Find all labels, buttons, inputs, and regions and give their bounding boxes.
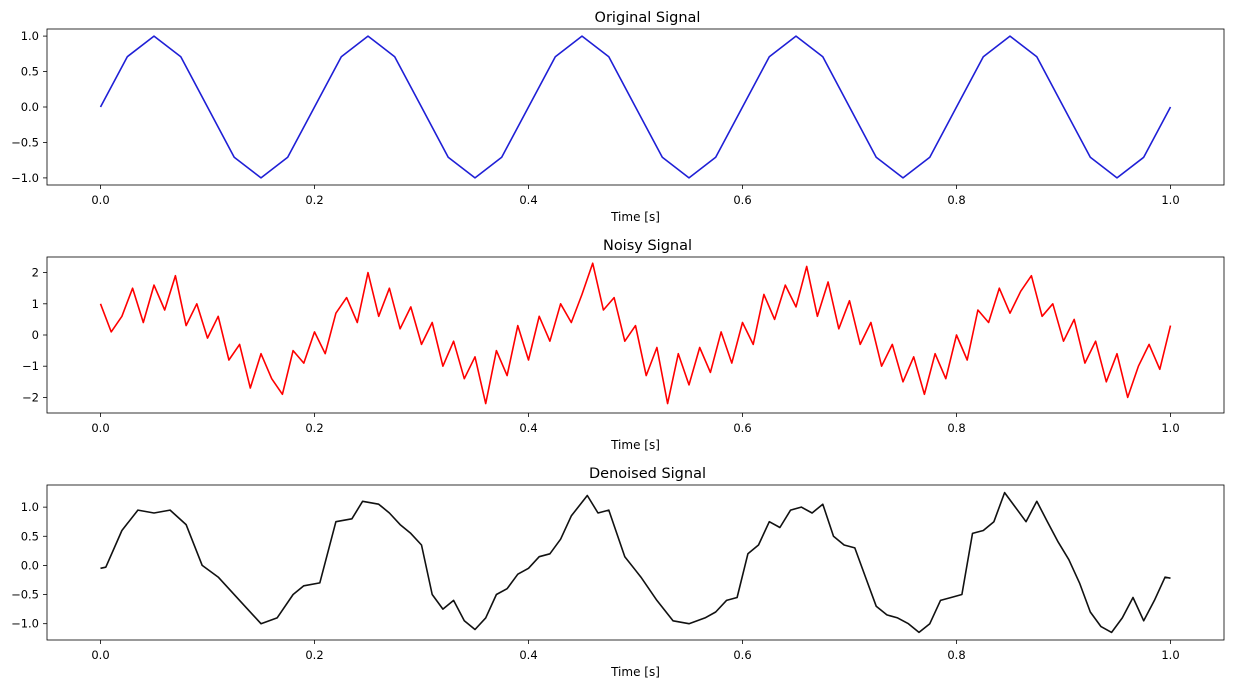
x-tick-label: 0.4 [519,648,537,662]
x-axis-label: Time [s] [610,665,660,679]
chart-title: Noisy Signal [603,238,692,254]
subplot-2: 0.0 0.2 0.4 0.6 0.8 1.0 2 1 0 −1 −2 Noisy Signal Tim… [22,238,1225,452]
y-tick-label: 1.0 [21,29,39,43]
y-tick-label: 0.5 [21,529,39,543]
x-tick-label: 0.0 [91,193,109,207]
x-tick-label: 0.8 [947,421,965,435]
y-tick-label: 1 [32,297,39,311]
chart-title: Denoised Signal [589,466,706,482]
y-tick-label: 0 [32,328,39,342]
y-tick-label: −0.5 [11,135,39,149]
x-tick-label: 0.8 [947,193,965,207]
subplot-1: 0.0 0.2 0.4 0.6 0.8 1.0 1.0 0.5 0.0 −0.5 −1.0 Origi… [11,10,1225,224]
x-tick-label: 0.6 [733,421,751,435]
y-tick-label: −2 [22,390,39,404]
x-tick-label: 0.4 [519,193,537,207]
y-tick-label: 1.0 [21,500,39,514]
x-tick-label: 0.2 [305,648,323,662]
x-tick-label: 0.6 [733,648,751,662]
series-line-1-1 [99,35,1172,179]
x-tick-label: 1.0 [1161,648,1179,662]
y-tick-label: −1.0 [11,617,39,631]
x-tick-label: 0.2 [305,421,323,435]
y-tick-label: 0.5 [21,65,39,79]
y-tick-label: 0.0 [21,558,39,572]
y-tick-label: −1 [22,359,39,373]
x-axis-label: Time [s] [610,210,660,224]
x-tick-label: 0.8 [947,648,965,662]
x-tick-label: 1.0 [1161,421,1179,435]
axes-frame [46,484,1225,641]
x-tick-label: 0.0 [91,421,109,435]
y-tick-label: −1.0 [11,171,39,185]
x-tick-label: 0.0 [91,648,109,662]
x-tick-label: 0.4 [519,421,537,435]
x-tick-label: 0.6 [733,193,751,207]
series-line-2-1 [99,262,1172,405]
x-tick-label: 1.0 [1161,193,1179,207]
y-tick-label: 0.0 [21,100,39,114]
chart-title: Original Signal [595,10,701,26]
x-tick-label: 0.2 [305,193,323,207]
subplot-3: 0.0 0.2 0.4 0.6 0.8 1.0 1.0 0.5 0.0 −0.5 −1.0 Denoi… [11,466,1225,679]
x-axis-label: Time [s] [610,438,660,452]
series-line-3-1 [100,491,1171,634]
y-tick-label: 2 [32,266,39,280]
y-tick-label: −0.5 [11,588,39,602]
